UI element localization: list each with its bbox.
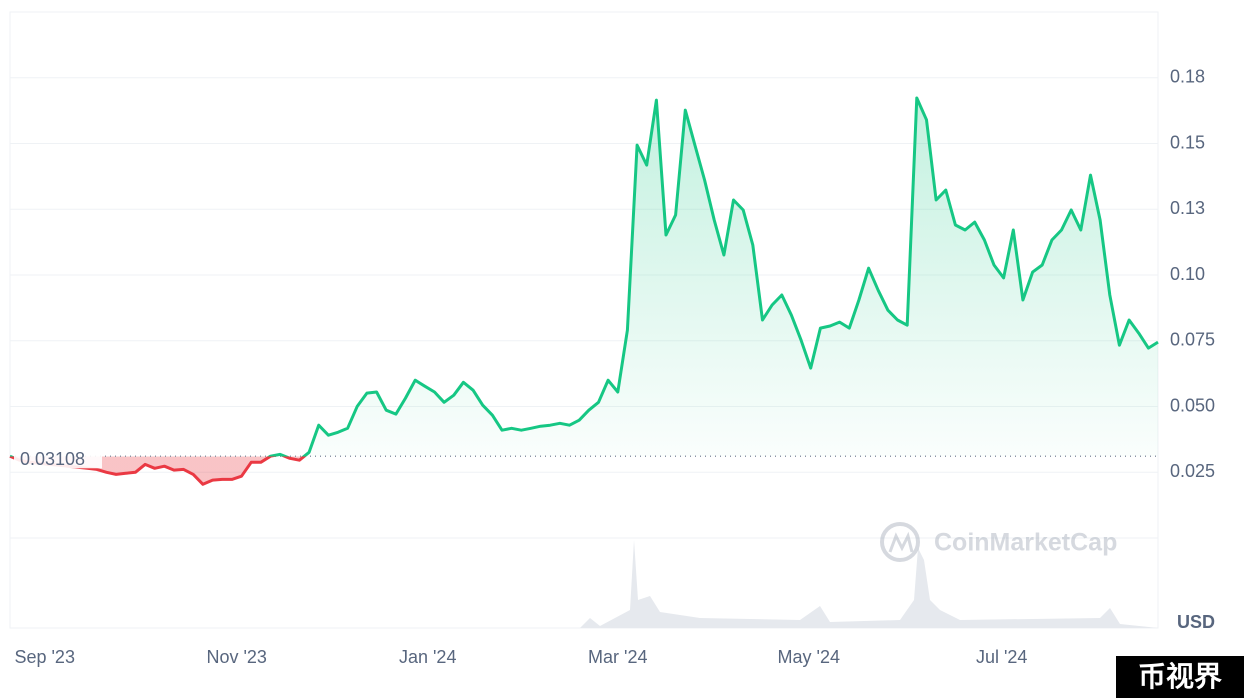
x-tick-label: Sep '23: [14, 647, 75, 667]
badge-bg: [1116, 656, 1244, 698]
baseline-label: 0.03108: [20, 449, 85, 469]
x-tick-label: Jul '24: [976, 647, 1027, 667]
baseline-label-bg: [14, 444, 102, 469]
volume-decoration: [10, 540, 1158, 628]
watermark-text: CoinMarketCap: [934, 529, 1117, 557]
y-tick-label: 0.075: [1170, 330, 1215, 350]
x-tick-label: May '24: [778, 647, 840, 667]
x-tick-label: Nov '23: [206, 647, 266, 667]
x-tick-label: Jan '24: [399, 647, 456, 667]
badge: 币视界: [1138, 660, 1222, 693]
x-tick-label: Mar '24: [588, 647, 647, 667]
unit-label: USD: [1177, 612, 1215, 632]
y-tick-label: 0.15: [1170, 132, 1205, 152]
y-tick-label: 0.13: [1170, 198, 1205, 218]
price-area: [10, 98, 1158, 485]
watermark: CoinMarketCap: [880, 522, 1117, 562]
y-tick-label: 0.025: [1170, 461, 1215, 481]
y-tick-label: 0.10: [1170, 264, 1205, 284]
price-line: [9, 96, 1159, 486]
y-tick-label: 0.18: [1170, 67, 1205, 87]
y-tick-label: 0.050: [1170, 395, 1215, 415]
